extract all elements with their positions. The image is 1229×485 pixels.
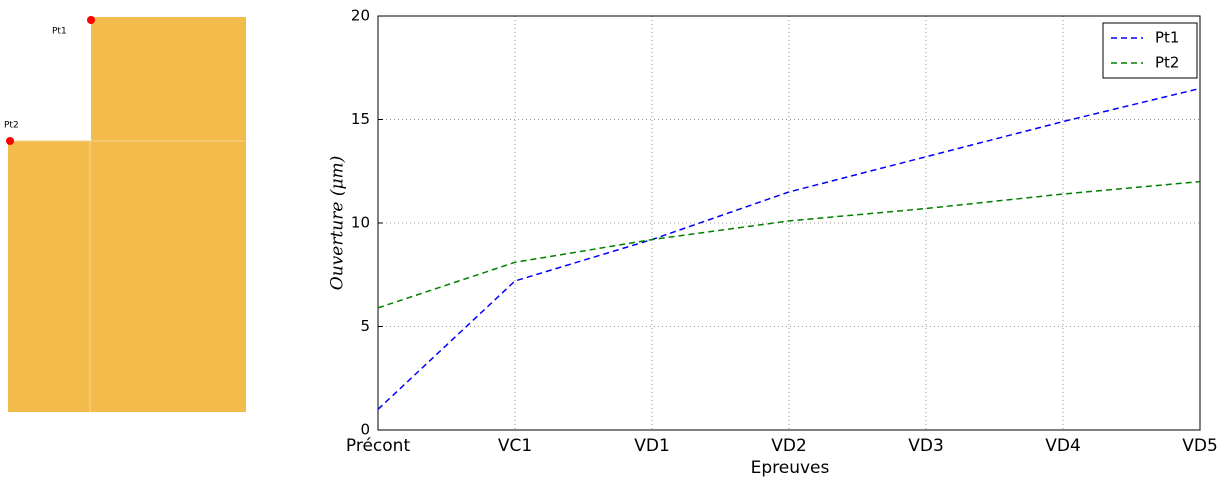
x-tick-label: Précont — [346, 436, 411, 456]
diagram: Pt1 Pt2 — [4, 16, 246, 412]
point-label: Pt1 — [52, 27, 67, 37]
block-lower — [8, 141, 91, 412]
line-series — [377, 180, 1201, 309]
x-tick-label: VD4 — [1045, 436, 1081, 456]
x-axis-label: Epreuves — [751, 458, 830, 478]
y-axis-label: Ouverture (μm) — [328, 156, 348, 290]
legend-label: Pt1 — [1155, 29, 1179, 47]
y-tick-label: 0 — [360, 421, 370, 439]
y-tick-label: 5 — [360, 317, 370, 335]
legend-box — [1102, 22, 1198, 79]
point-marker — [87, 16, 95, 24]
x-tick-label: VD2 — [771, 436, 807, 456]
line-series — [377, 87, 1201, 410]
point-label: Pt2 — [4, 121, 19, 131]
y-tick-label: 15 — [351, 110, 370, 128]
x-tick-label: VD3 — [908, 436, 944, 456]
x-tick-label: VC1 — [498, 436, 532, 456]
chart: Epreuves Ouverture (μm) 0 5 10 15 20 Précont V… — [328, 7, 1218, 479]
point-marker — [6, 137, 14, 145]
x-tick-label: VD5 — [1182, 436, 1218, 456]
plot-frame — [377, 15, 1201, 431]
legend-label: Pt2 — [1155, 54, 1179, 72]
x-tick-label: VD1 — [634, 436, 670, 456]
block-upper — [91, 17, 246, 412]
y-tick-label: 10 — [351, 214, 370, 232]
y-tick-label: 20 — [351, 7, 370, 25]
